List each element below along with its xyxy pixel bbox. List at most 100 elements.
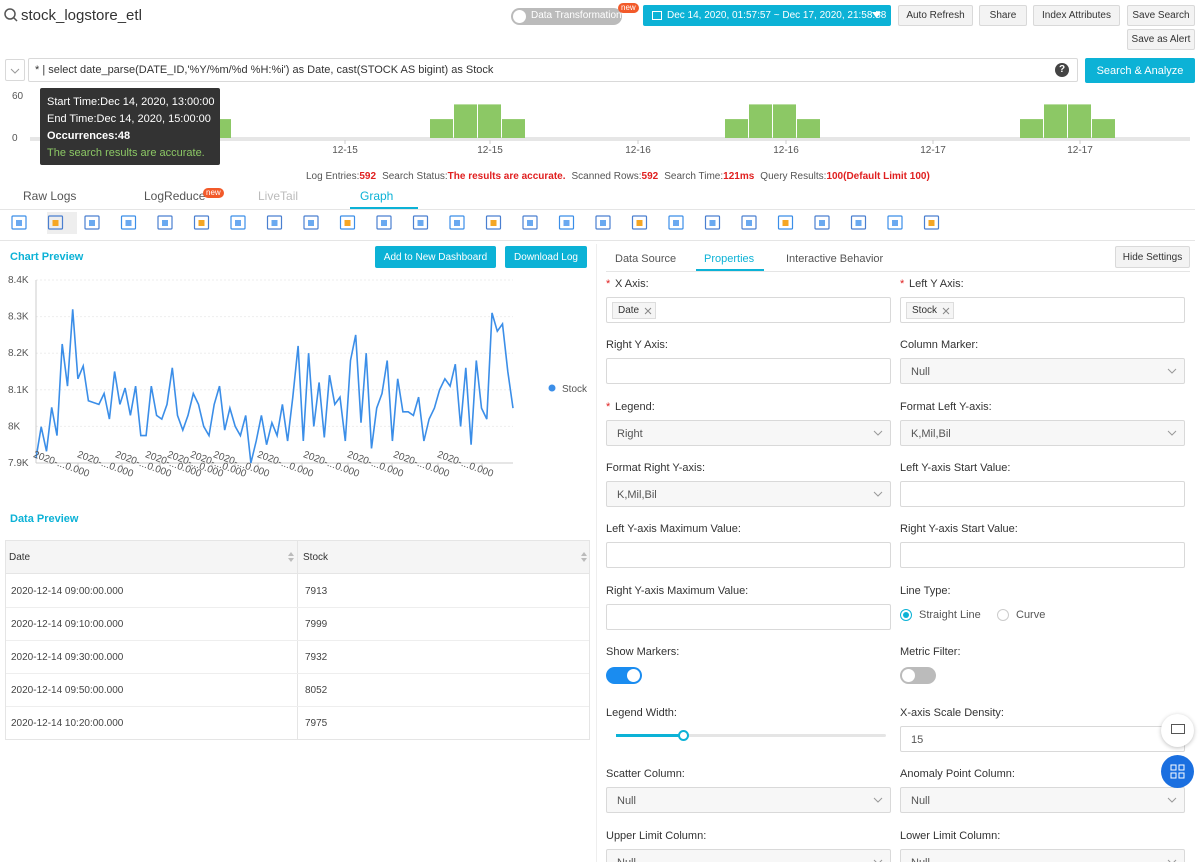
header-button[interactable]: Share <box>979 5 1027 26</box>
field-label: Anomaly Point Column: <box>900 768 1015 781</box>
field-label: Line Type: <box>900 584 951 597</box>
row-border <box>6 640 589 641</box>
field-input[interactable] <box>606 358 891 385</box>
status-label: Search Time: <box>664 171 724 182</box>
header-button[interactable]: Index Attributes <box>1033 5 1120 26</box>
chevron <box>873 430 883 436</box>
status-line: Log Entries: 592 Search Status: The results… <box>306 171 930 182</box>
search-button[interactable]: Search & Analyze <box>1085 58 1195 83</box>
chart-type-icon <box>84 215 100 230</box>
field-tag[interactable]: Stock <box>900 297 1185 323</box>
histogram-bar <box>502 119 525 138</box>
header-button[interactable]: Save as Alert <box>1127 29 1195 50</box>
column-header[interactable]: Date <box>9 552 31 563</box>
status-label: Query Results: <box>760 171 827 182</box>
chart-type-icon-accent <box>271 220 278 226</box>
chart-type-icon-accent <box>563 220 570 226</box>
bubble <box>1171 724 1185 734</box>
chart-type-icon <box>522 215 538 230</box>
field-label: Legend: <box>615 400 655 413</box>
tag: Stock <box>906 302 955 319</box>
chart-type-icon <box>850 215 867 230</box>
apps-square <box>1178 764 1185 771</box>
feedback-button[interactable] <box>1161 714 1194 747</box>
chart-type-icon-accent <box>746 220 752 226</box>
field-select[interactable]: Null <box>606 848 891 862</box>
field-label: X Axis: <box>615 278 649 290</box>
row-border <box>6 673 589 674</box>
caret-shape <box>872 12 881 18</box>
field-label: Legend Width: <box>606 707 677 720</box>
field-input[interactable] <box>606 603 891 630</box>
section-title: Data Preview <box>10 513 79 525</box>
chart-type-icon <box>157 215 173 230</box>
field-input[interactable] <box>606 542 891 569</box>
tab[interactable]: Raw Logs <box>23 189 77 203</box>
chevron-line <box>1167 368 1177 375</box>
radio-label[interactable]: Straight Line <box>919 608 981 621</box>
column-header[interactable]: Stock <box>303 552 329 563</box>
chart-type-icon-accent <box>417 220 424 226</box>
histogram-bar <box>1092 119 1115 138</box>
field-input[interactable] <box>900 480 1185 507</box>
query-input[interactable]: * | select date_parse(DATE_ID,'%Y/%m/%d … <box>28 58 1078 82</box>
histogram-bar <box>430 119 453 138</box>
histogram-bar <box>1044 104 1067 138</box>
field-input[interactable] <box>900 542 1185 569</box>
settings-tab[interactable]: Properties <box>704 253 755 265</box>
time-range[interactable]: Dec 14, 2020, 01:57:57 ~ Dec 17, 2020, 2… <box>643 5 891 26</box>
status-value: 121ms <box>723 171 755 182</box>
field-select[interactable]: K,Mil,Bil <box>606 480 891 507</box>
chevron-line <box>1167 859 1177 862</box>
settings-tab[interactable]: Interactive Behavior <box>786 253 884 265</box>
apps-button[interactable] <box>1161 755 1194 788</box>
field-select[interactable]: Null <box>900 358 1185 385</box>
preview-button[interactable]: Download Log <box>505 246 587 268</box>
required-mark: * <box>606 278 611 290</box>
help-icon[interactable]: ? <box>1055 63 1069 77</box>
preview-button[interactable]: Add to New Dashboard <box>375 246 496 268</box>
chart-type-icon <box>303 215 319 230</box>
query-dropdown[interactable] <box>5 59 25 81</box>
hide-settings[interactable]: Hide Settings <box>1115 246 1190 268</box>
radio-ring <box>997 608 1009 621</box>
cell: 2020-12-14 09:30:00.000 <box>11 652 124 663</box>
field-label: Lower Limit Column: <box>900 829 1001 842</box>
radio-dot <box>903 611 909 618</box>
chart-type-icon-accent <box>527 220 533 226</box>
field-select[interactable]: Null <box>606 787 891 814</box>
status-value: 592 <box>641 171 659 182</box>
chart-type-icon-accent <box>89 220 95 226</box>
chart-type-icon <box>485 215 502 230</box>
chevron <box>1167 368 1177 375</box>
transformation-toggle[interactable]: Data Transformation <box>511 8 622 25</box>
tab[interactable]: LiveTail <box>258 189 299 203</box>
settings-tab[interactable]: Data Source <box>615 253 677 265</box>
x-tick-label: 12-17 <box>1067 145 1093 156</box>
field-input[interactable]: 15 <box>900 726 1185 753</box>
chart-type-icon <box>376 215 392 230</box>
tab[interactable]: Graph <box>360 189 394 203</box>
sort-icon <box>288 552 294 562</box>
header-button[interactable]: Auto Refresh <box>898 5 973 26</box>
field-select[interactable]: K,Mil,Bil <box>900 419 1185 446</box>
histogram-bar <box>725 119 748 138</box>
chart-type-icon <box>558 215 575 230</box>
field-select[interactable]: Right <box>606 419 891 446</box>
field-select[interactable]: Null <box>900 848 1185 862</box>
status-label: Scanned Rows: <box>571 171 642 182</box>
histogram-bar <box>1068 104 1091 138</box>
field-tag[interactable]: Date <box>606 297 891 323</box>
y-tick-label: 8.2K <box>8 348 29 359</box>
y-tick-label: 8.4K <box>8 275 29 286</box>
status-value: The results are accurate. <box>447 171 566 182</box>
field-select[interactable]: Null <box>900 787 1185 814</box>
chart-type-icon-accent <box>16 220 22 226</box>
chart-type-icons <box>11 212 940 234</box>
header-button[interactable]: Save Search <box>1127 5 1195 26</box>
slider-track[interactable] <box>616 734 886 738</box>
chart-type-icon-accent <box>381 220 387 226</box>
field-value: K,Mil,Bil <box>911 427 951 440</box>
tab[interactable]: LogReduce <box>144 189 206 203</box>
radio-label[interactable]: Curve <box>1016 608 1046 621</box>
